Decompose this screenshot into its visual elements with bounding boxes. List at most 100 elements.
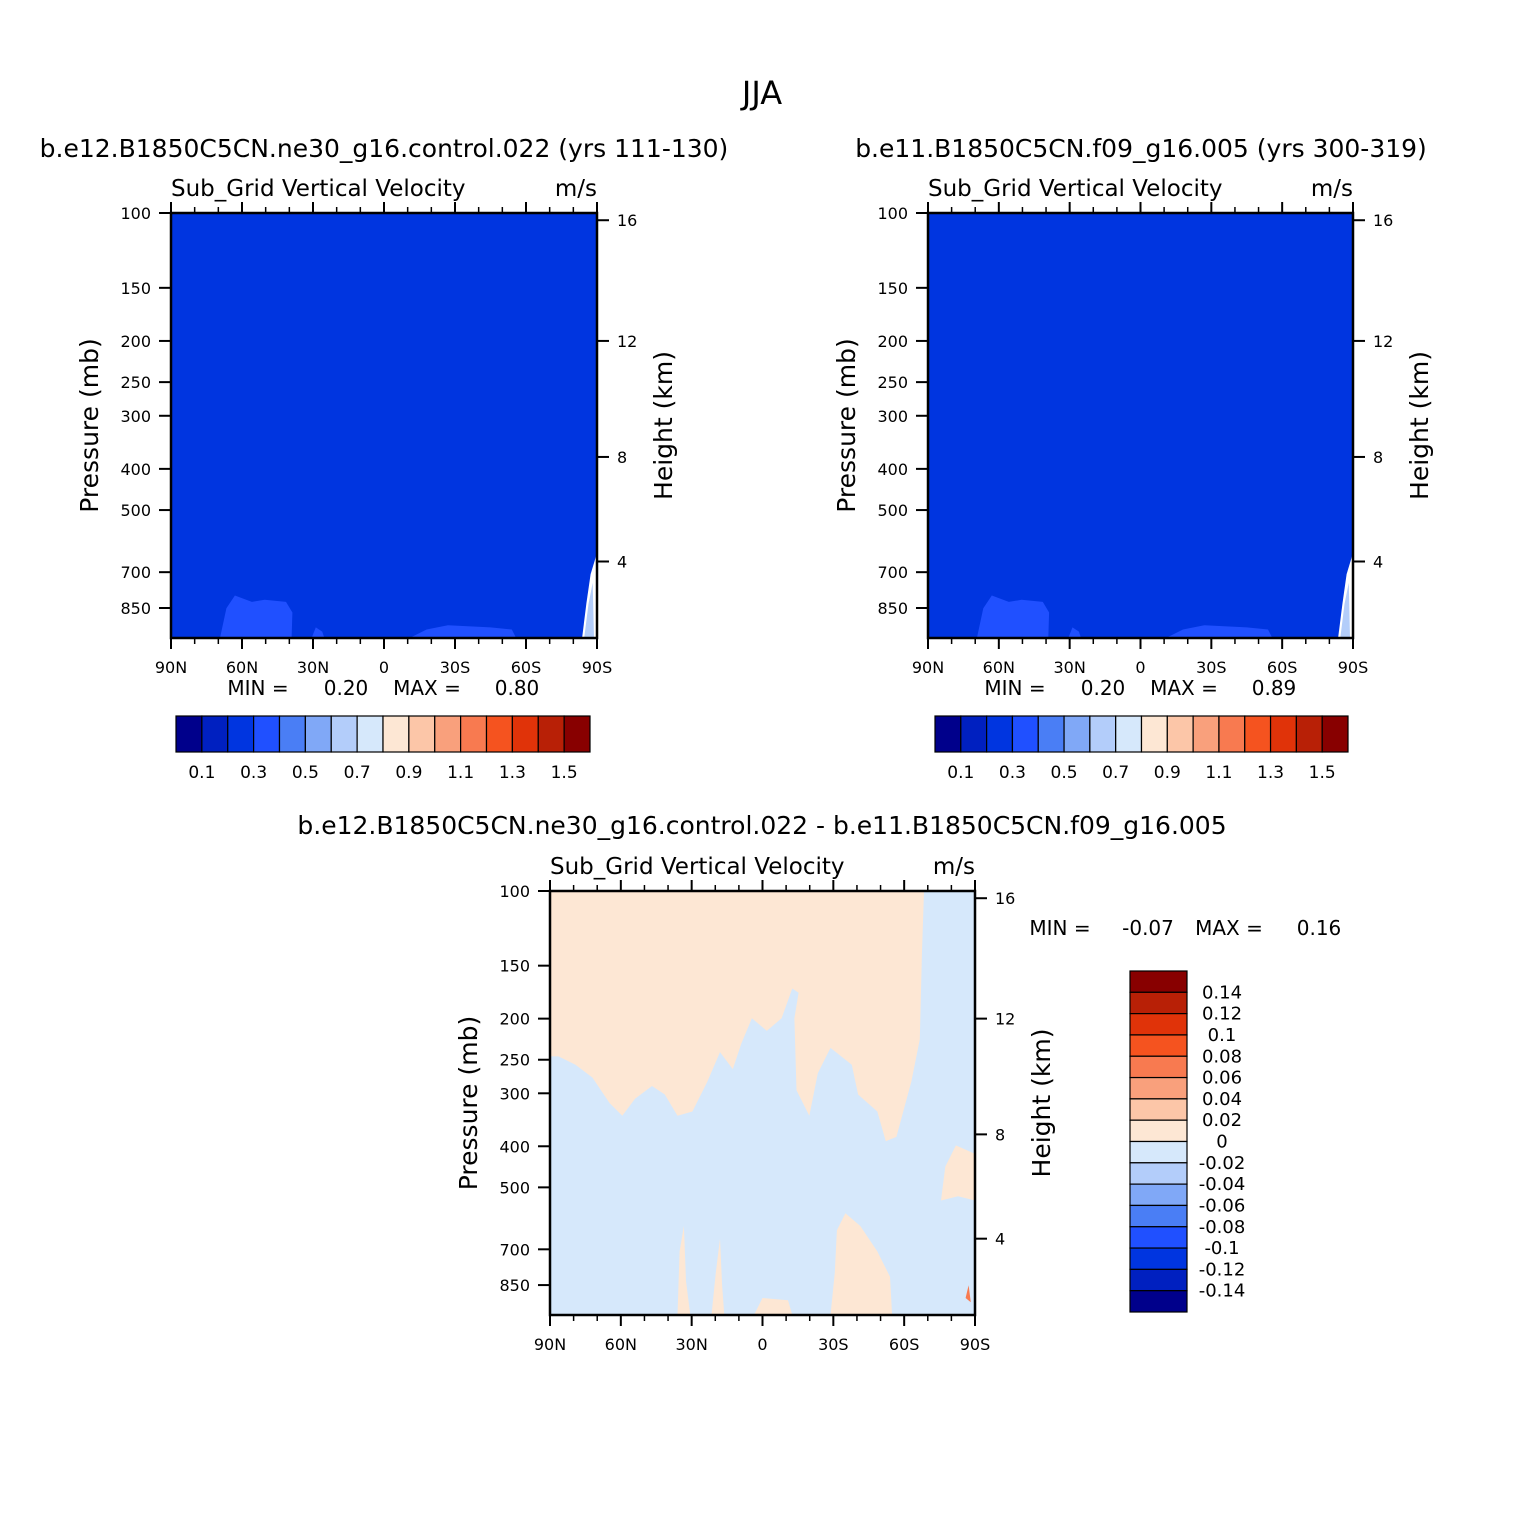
colorbar-label: -0.04 [1199, 1174, 1246, 1195]
colorbar-box [1192, 715, 1220, 753]
colorbar-label: 0.7 [1102, 763, 1129, 783]
units-label: m/s [933, 854, 975, 880]
colorbar-label: 0.02 [1202, 1110, 1242, 1131]
y2-axis-label: Height (km) [1405, 351, 1434, 500]
colorbar-box [201, 715, 229, 753]
colorbar-box [960, 715, 988, 753]
colorbar-label: 0.3 [240, 763, 267, 783]
field-positive-lower [830, 1213, 893, 1315]
y-tick-label: 150 [120, 279, 151, 298]
colorbar-label: -0.06 [1199, 1195, 1246, 1216]
x-tick-label: 60N [983, 658, 1015, 677]
colorbar-box [1063, 715, 1091, 753]
colorbar-box [304, 715, 332, 753]
x-tick-label: 30S [1196, 658, 1227, 677]
colorbar-label: 1.1 [447, 763, 474, 783]
colorbar-label: 0 [1216, 1132, 1227, 1153]
y-tick-label: 700 [499, 1240, 530, 1259]
units-label: m/s [1311, 176, 1353, 202]
field-max-spot [965, 1285, 971, 1303]
colorbar-label: -0.1 [1204, 1238, 1239, 1259]
y2-tick-label: 12 [995, 1010, 1015, 1029]
y-tick-label: 300 [877, 407, 908, 426]
colorbar-label: 0.5 [1051, 763, 1078, 783]
y-tick-label: 200 [499, 1010, 530, 1029]
colorbar-box [1129, 991, 1188, 1015]
colorbar-box [1129, 1076, 1188, 1100]
colorbar-box [1269, 715, 1297, 753]
colorbar-box [1295, 715, 1323, 753]
y2-tick-label: 8 [1373, 448, 1383, 467]
max-value: 0.16 [1297, 916, 1342, 940]
colorbar-box [382, 715, 410, 753]
y-tick-label: 300 [120, 407, 151, 426]
y-tick-label: 100 [877, 204, 908, 223]
min-label: MIN = [1029, 916, 1090, 940]
colorbar-box [253, 715, 281, 753]
y2-tick-label: 4 [617, 553, 627, 572]
field-positive-lower [711, 1238, 725, 1315]
colorbar-box [986, 715, 1014, 753]
colorbar-box [1129, 1098, 1188, 1121]
y-tick-label: 400 [499, 1137, 530, 1156]
colorbar-box [1115, 715, 1143, 753]
colorbar-box [1129, 1034, 1188, 1057]
colorbar-box [1166, 715, 1194, 753]
x-tick-label: 30S [818, 1335, 849, 1354]
panel-reference: b.e11.B1850C5CN.f09_g16.005 (yrs 300-319… [832, 134, 1434, 783]
colorbar-box [1089, 715, 1117, 753]
colorbar-label: 0.06 [1202, 1068, 1242, 1089]
colorbar-box [278, 715, 306, 753]
min-label: MIN = [984, 676, 1045, 700]
y-tick-label: 850 [120, 599, 151, 618]
colorbar-label: 1.5 [551, 763, 578, 783]
colorbar-box [460, 715, 488, 753]
y2-tick-label: 12 [617, 332, 637, 351]
y-tick-label: 100 [120, 204, 151, 223]
colorbar-box [537, 715, 565, 753]
y2-tick-label: 16 [995, 889, 1015, 908]
colorbar-box [1321, 715, 1349, 753]
colorbar-label: 0.14 [1202, 982, 1242, 1003]
y2-tick-label: 8 [617, 448, 627, 467]
field-edge-band [1340, 582, 1350, 638]
colorbar-box [563, 715, 591, 753]
y-tick-label: 300 [499, 1084, 530, 1103]
colorbar-box [1244, 715, 1272, 753]
y-tick-label: 850 [877, 599, 908, 618]
colorbar-box [434, 715, 462, 753]
case-title: b.e12.B1850C5CN.ne30_g16.control.022 - b… [297, 811, 1226, 840]
colorbar-box [934, 715, 962, 753]
colorbar-label: 0.04 [1202, 1089, 1242, 1110]
colorbar-label: -0.12 [1199, 1259, 1246, 1280]
field-low-south [1166, 625, 1273, 638]
colorbar-box [1129, 1226, 1188, 1249]
case-title: b.e12.B1850C5CN.ne30_g16.control.022 (yr… [40, 134, 729, 163]
min-value: 0.20 [1081, 676, 1126, 700]
colorbar-box [1129, 1013, 1188, 1036]
x-tick-label: 60S [1267, 658, 1298, 677]
colorbar-label: 0.1 [947, 763, 974, 783]
colorbar-box [1140, 715, 1168, 753]
max-value: 0.80 [495, 676, 540, 700]
y-axis-label: Pressure (mb) [454, 1016, 483, 1190]
min-value: -0.07 [1122, 916, 1174, 940]
colorbar-box [1129, 1055, 1188, 1079]
colorbar-label: 0.08 [1202, 1046, 1242, 1067]
y-tick-label: 250 [499, 1051, 530, 1070]
x-tick-label: 60S [511, 658, 542, 677]
variable-label: Sub_Grid Vertical Velocity [928, 176, 1223, 202]
min-label: MIN = [227, 676, 288, 700]
x-tick-label: 30N [1054, 658, 1086, 677]
panel-control: b.e12.B1850C5CN.ne30_g16.control.022 (yr… [40, 134, 729, 783]
colorbar-label: 1.3 [1257, 763, 1284, 783]
y-axis-label: Pressure (mb) [75, 338, 104, 512]
colorbar-label: 1.3 [499, 763, 526, 783]
x-tick-label: 30S [440, 658, 471, 677]
y-tick-label: 150 [877, 279, 908, 298]
colorbar-label: 1.5 [1309, 763, 1336, 783]
y-tick-label: 500 [120, 501, 151, 520]
colorbar-label: 0.9 [1154, 763, 1181, 783]
field-positive-lower [754, 1298, 793, 1315]
